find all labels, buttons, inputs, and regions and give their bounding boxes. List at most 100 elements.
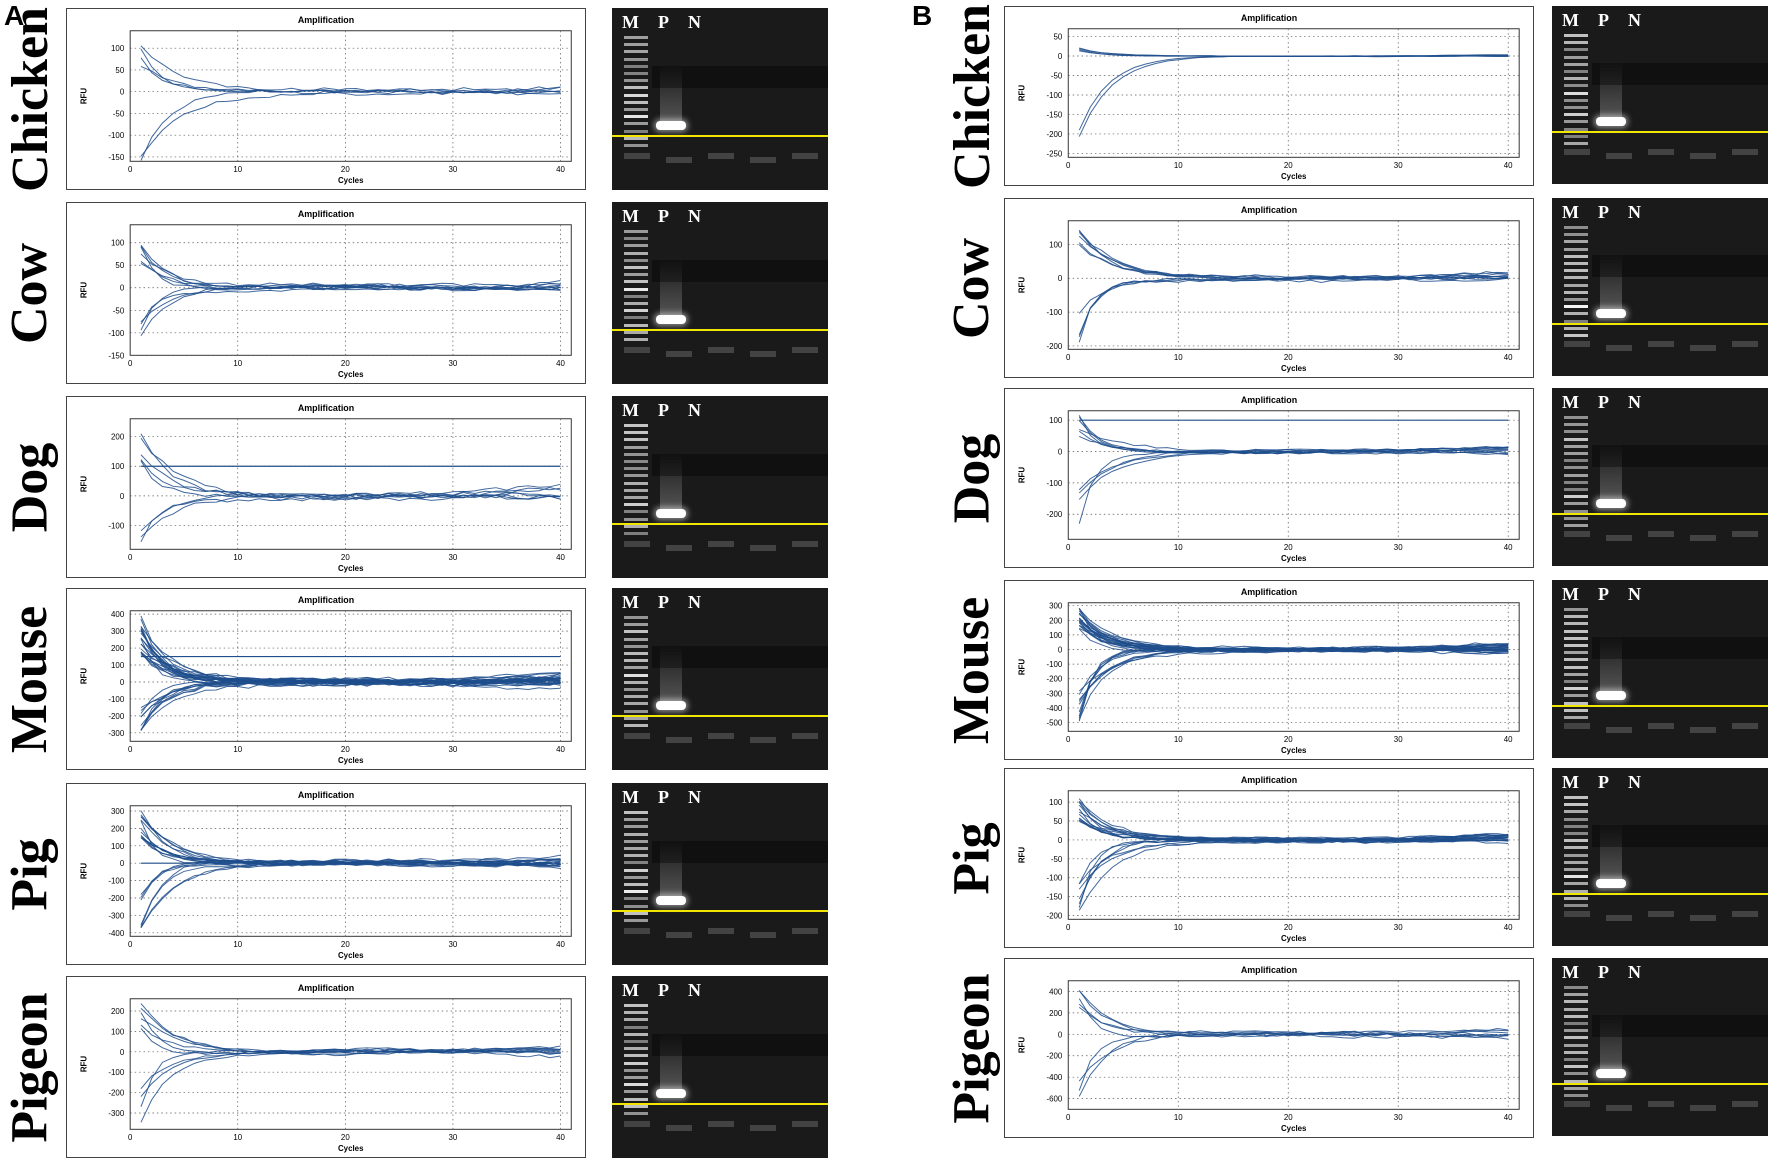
ladder-band — [1564, 466, 1588, 470]
x-tick-label: 10 — [1174, 161, 1183, 170]
gel-cut-line — [612, 329, 828, 331]
ladder-band — [1564, 708, 1588, 712]
amplification-curve — [140, 860, 561, 926]
y-tick-label: 100 — [1049, 631, 1063, 640]
species-label: Pig — [942, 768, 1002, 948]
y-tick-label: -100 — [1046, 874, 1062, 883]
ladder-band — [1564, 502, 1588, 506]
ladder-band — [624, 338, 648, 341]
y-axis-label: RFU — [80, 668, 89, 685]
gel-lane-label: P — [1598, 10, 1609, 30]
x-tick-label: 30 — [1394, 1113, 1403, 1122]
ladder-band — [624, 688, 648, 691]
gel-lane-label: M — [622, 592, 639, 612]
faint-band — [1732, 1101, 1758, 1107]
ladder-band — [1564, 1058, 1588, 1061]
gel-lane-label: M — [1562, 962, 1579, 982]
species-label: Chicken — [942, 3, 1002, 189]
x-tick-label: 0 — [128, 745, 133, 754]
ladder-band — [1564, 106, 1588, 109]
gel-lane-label: M — [622, 980, 639, 1000]
faint-band — [792, 928, 818, 934]
y-tick-label: -150 — [1046, 893, 1062, 902]
y-axis-label: RFU — [1018, 277, 1027, 294]
x-tick-label: 40 — [1504, 543, 1513, 552]
x-tick-label: 20 — [341, 940, 350, 949]
ladder-band — [624, 1076, 648, 1079]
amplification-curve — [140, 282, 561, 336]
y-axis-label: RFU — [1018, 467, 1027, 484]
y-tick-label: 100 — [1049, 798, 1063, 807]
faint-band — [666, 1125, 692, 1131]
ladder-band — [1564, 305, 1588, 309]
gel-dark-band — [652, 66, 828, 88]
ladder-band — [624, 330, 648, 334]
plot-frame — [1067, 28, 1520, 158]
plot-frame — [1067, 790, 1520, 920]
ladder-band — [1564, 120, 1588, 124]
x-tick-label: 30 — [449, 553, 458, 562]
product-smear — [660, 65, 682, 121]
y-tick-label: -100 — [108, 877, 124, 886]
ladder-band — [624, 861, 648, 865]
amplification-curve — [140, 89, 561, 161]
ladder-band — [1564, 283, 1588, 287]
amplification-curve — [140, 651, 561, 685]
ladder-band — [624, 875, 648, 879]
x-tick-label: 0 — [128, 359, 133, 368]
ladder-band — [624, 1011, 648, 1015]
ladder-band — [1564, 1014, 1588, 1018]
ladder-band — [1564, 290, 1588, 294]
faint-band — [624, 928, 650, 934]
amplification-curve — [140, 1012, 561, 1055]
x-tick-label: 40 — [556, 940, 565, 949]
ladder-band — [1564, 233, 1588, 237]
amplification-curve — [140, 677, 561, 718]
gel-lane-label: M — [1562, 584, 1579, 604]
y-tick-label: -200 — [1046, 911, 1062, 920]
amplification-curve — [140, 487, 561, 538]
ladder-band — [624, 467, 648, 471]
product-band — [1596, 117, 1626, 126]
y-tick-label: 200 — [111, 644, 125, 653]
ladder-band — [624, 883, 648, 886]
species-label-text: Chicken — [943, 3, 1001, 189]
faint-band — [708, 153, 734, 159]
ladder-band — [1564, 839, 1588, 843]
y-tick-label: -300 — [108, 729, 124, 738]
faint-band — [750, 932, 776, 938]
ladder-band — [624, 616, 648, 619]
ladder-band — [1564, 416, 1588, 419]
amplification-curve — [1078, 837, 1509, 884]
ladder-band — [1564, 694, 1588, 698]
amplification-curve — [1078, 646, 1509, 700]
amplification-curve — [140, 459, 561, 501]
ladder-band — [1564, 810, 1588, 814]
species-label-text: Chicken — [1, 6, 59, 192]
faint-band — [1606, 1105, 1632, 1111]
x-tick-label: 10 — [233, 940, 242, 949]
amplification-plot: Amplification 50 0 -50 -100 -150 -200 -250 0 10 20… — [1018, 13, 1520, 181]
x-tick-label: 0 — [1066, 543, 1071, 552]
y-axis-label: RFU — [1018, 847, 1027, 864]
x-axis-label: Cycles — [1281, 554, 1307, 563]
ladder-band — [624, 1025, 648, 1029]
ladder-band — [624, 488, 648, 492]
y-tick-label: 300 — [111, 627, 125, 636]
faint-band — [708, 1121, 734, 1127]
faint-band — [1648, 149, 1674, 155]
product-smear — [1600, 823, 1622, 879]
ladder-band — [1564, 1007, 1588, 1011]
ladder-band — [624, 36, 648, 39]
gel-lane-label: M — [622, 787, 639, 807]
y-axis-label: RFU — [1018, 659, 1027, 676]
x-tick-label: 20 — [1284, 161, 1293, 170]
faint-band — [1690, 727, 1716, 733]
faint-band — [1564, 341, 1590, 347]
faint-band — [750, 545, 776, 551]
ladder-band — [624, 695, 648, 699]
ladder-band — [1564, 608, 1588, 611]
amplification-curve — [140, 630, 561, 685]
amplification-curve — [140, 819, 561, 869]
species-label-text: Pigeon — [943, 972, 1001, 1124]
